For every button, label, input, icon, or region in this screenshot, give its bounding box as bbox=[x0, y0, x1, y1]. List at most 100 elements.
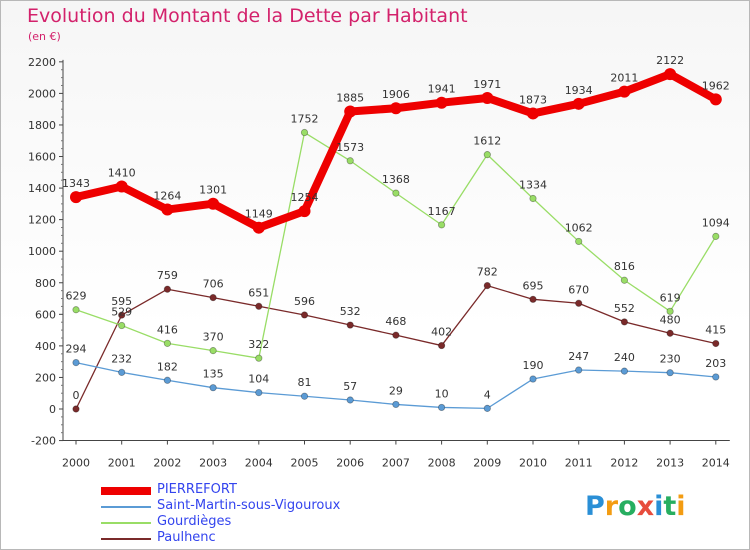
data-point bbox=[389, 102, 402, 115]
data-point bbox=[709, 93, 722, 106]
data-label: 247 bbox=[568, 350, 589, 363]
data-point bbox=[620, 276, 629, 284]
x-tick-label: 2001 bbox=[108, 457, 136, 470]
data-point bbox=[666, 307, 674, 315]
data-label: 230 bbox=[660, 353, 681, 366]
legend-label: Saint-Martin-sous-Vigouroux bbox=[157, 498, 341, 513]
legend-label: PIERREFORT bbox=[157, 482, 237, 497]
data-point bbox=[346, 396, 354, 404]
data-point bbox=[209, 347, 217, 355]
data-point bbox=[344, 105, 357, 118]
data-label: 190 bbox=[523, 359, 544, 372]
data-point bbox=[300, 311, 309, 319]
data-point bbox=[437, 221, 446, 229]
data-point bbox=[72, 405, 80, 413]
data-label: 104 bbox=[248, 373, 269, 386]
x-tick-label: 2000 bbox=[62, 457, 90, 470]
data-label: 480 bbox=[660, 313, 681, 326]
data-point bbox=[529, 375, 537, 383]
data-label: 203 bbox=[705, 357, 726, 370]
logo-letter: t bbox=[663, 491, 677, 522]
x-tick-label: 2003 bbox=[199, 457, 227, 470]
data-point bbox=[575, 237, 583, 246]
data-label: 1962 bbox=[702, 79, 730, 92]
y-tick-label: 200 bbox=[35, 371, 56, 384]
data-point bbox=[346, 157, 354, 165]
data-label: 619 bbox=[660, 291, 681, 304]
data-point bbox=[207, 197, 220, 210]
data-point bbox=[118, 311, 126, 319]
data-label: 135 bbox=[203, 368, 224, 381]
data-label: 1573 bbox=[336, 141, 364, 154]
x-tick-label: 2009 bbox=[473, 457, 501, 470]
data-label: 1334 bbox=[519, 178, 547, 191]
data-point bbox=[118, 368, 126, 376]
data-label: 10 bbox=[435, 387, 449, 400]
data-label: 1062 bbox=[565, 221, 593, 234]
proxiti-logo: Proxiti bbox=[585, 491, 686, 522]
x-tick-label: 2004 bbox=[245, 457, 273, 470]
data-label: 4 bbox=[484, 388, 491, 401]
data-point bbox=[163, 285, 171, 293]
data-point bbox=[255, 354, 263, 362]
data-point bbox=[437, 341, 446, 350]
data-label: 782 bbox=[477, 266, 498, 279]
x-tick-label: 2008 bbox=[428, 457, 456, 470]
x-tick-label: 2006 bbox=[336, 457, 364, 470]
data-label: 1264 bbox=[153, 190, 181, 203]
data-label: 532 bbox=[340, 305, 361, 318]
data-label: 759 bbox=[157, 269, 178, 282]
data-point bbox=[575, 299, 583, 307]
data-label: 2122 bbox=[656, 54, 684, 67]
data-point bbox=[72, 306, 80, 314]
data-label: 529 bbox=[111, 306, 132, 319]
data-label: 596 bbox=[294, 295, 315, 308]
data-point bbox=[72, 359, 80, 367]
data-point bbox=[666, 369, 674, 377]
data-point bbox=[70, 191, 82, 204]
y-tick-label: 800 bbox=[35, 277, 56, 290]
data-label: 370 bbox=[203, 331, 224, 344]
data-label: 294 bbox=[66, 343, 87, 356]
x-tick-label: 2007 bbox=[382, 457, 410, 470]
data-label: 552 bbox=[614, 302, 635, 315]
legend-swatch bbox=[101, 538, 151, 540]
data-label: 1343 bbox=[62, 177, 90, 190]
data-label: 182 bbox=[157, 360, 178, 373]
x-tick-label: 2011 bbox=[565, 457, 593, 470]
logo-letter: r bbox=[604, 491, 619, 522]
data-label: 595 bbox=[111, 295, 132, 308]
data-point bbox=[664, 68, 677, 81]
data-point bbox=[712, 373, 720, 381]
data-label: 670 bbox=[568, 283, 589, 296]
data-label: 1368 bbox=[382, 173, 410, 186]
data-label: 81 bbox=[298, 376, 312, 389]
data-point bbox=[712, 339, 720, 348]
data-point bbox=[483, 151, 491, 159]
data-point bbox=[298, 205, 311, 218]
y-tick-label: 1400 bbox=[28, 182, 56, 195]
data-point bbox=[209, 384, 217, 392]
data-label: 651 bbox=[248, 286, 269, 299]
data-label: 816 bbox=[614, 260, 635, 273]
data-point bbox=[163, 339, 171, 347]
data-point bbox=[252, 221, 265, 234]
data-label: 1301 bbox=[199, 184, 227, 197]
data-label: 706 bbox=[203, 278, 224, 291]
data-label: 1167 bbox=[428, 205, 456, 218]
x-tick-label: 2002 bbox=[153, 457, 181, 470]
data-point bbox=[666, 329, 674, 337]
data-label: 1410 bbox=[108, 167, 136, 180]
data-label: 232 bbox=[111, 352, 132, 365]
logo-letter: i bbox=[676, 491, 686, 522]
logo-letter: i bbox=[654, 491, 664, 522]
data-point bbox=[300, 128, 309, 137]
data-point bbox=[300, 392, 309, 400]
data-label: 1612 bbox=[473, 135, 501, 148]
data-point bbox=[115, 180, 128, 193]
chart-title: Evolution du Montant de la Dette par Hab… bbox=[27, 5, 468, 27]
data-point bbox=[392, 400, 400, 409]
y-tick-label: -200 bbox=[31, 435, 56, 448]
data-label: 1941 bbox=[428, 83, 456, 96]
